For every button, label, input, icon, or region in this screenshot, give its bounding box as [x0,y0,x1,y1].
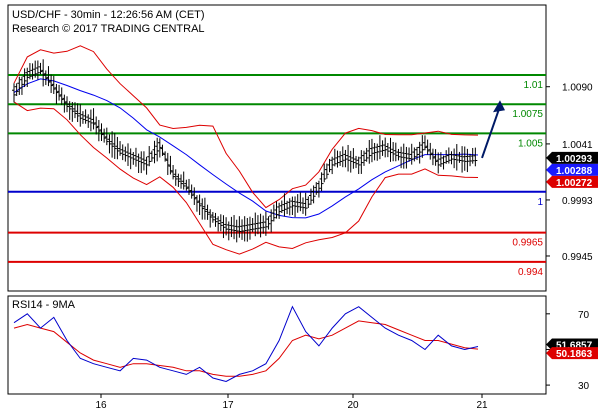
level-label: 1 [537,197,543,208]
y-tick-label: 1.0041 [562,140,593,151]
price-badge-label: 1.00293 [556,154,593,165]
level-label: 1.0075 [512,109,543,120]
y-tick-label: 0.9993 [562,196,593,207]
x-tick-label: 16 [95,400,107,411]
level-label: 0.994 [518,267,543,278]
price-panel-frame [7,4,547,292]
rsi-line [13,305,479,383]
price-axis-ticks: 1.0090 1.0041 0.9993 0.9945 [546,83,593,263]
level-label: 1.01 [524,80,544,91]
price-badge-label: 1.00272 [556,178,593,189]
rsi-badge [546,347,598,360]
level-lines: 1.01 1.0075 1.005 1 0.9965 0.994 [8,74,546,278]
level-label: 1.005 [518,138,543,149]
bollinger-lower [13,101,479,255]
x-tick-label: 21 [476,400,488,411]
rsi-tick-label: 70 [578,310,590,321]
rsi-label: RSI14 - 9MA [12,299,76,311]
y-tick-label: 1.0090 [562,83,593,94]
price-badge [546,175,598,188]
chart-copyright: Research © 2017 TRADING CENTRAL [12,23,205,35]
rsi-badge-label: 51.6857 [556,340,593,351]
forecast-arrow [481,100,505,159]
price-badge [546,151,598,164]
chart-title: USD/CHF - 30min - 12:26:56 AM (CET) [12,9,205,21]
rsi-ma-line [13,320,479,377]
x-tick-label: 20 [347,400,359,411]
x-tick-label: 17 [222,400,234,411]
price-badge-label: 1.00288 [556,166,593,177]
forecast-arrow-head [493,100,505,113]
y-tick-label: 0.9945 [562,252,593,263]
price-bars [12,59,478,243]
rsi-lines [13,305,479,383]
rsi-badge-label: 50.1863 [556,349,593,360]
x-axis-ticks: 16 17 20 21 [95,394,488,411]
bollinger-upper [13,45,479,209]
bollinger-bands [13,45,479,255]
rsi-tick-label: 30 [578,381,590,392]
price-badge [546,163,598,176]
forecast-arrow-shaft [481,105,501,159]
level-label: 0.9965 [512,238,543,249]
